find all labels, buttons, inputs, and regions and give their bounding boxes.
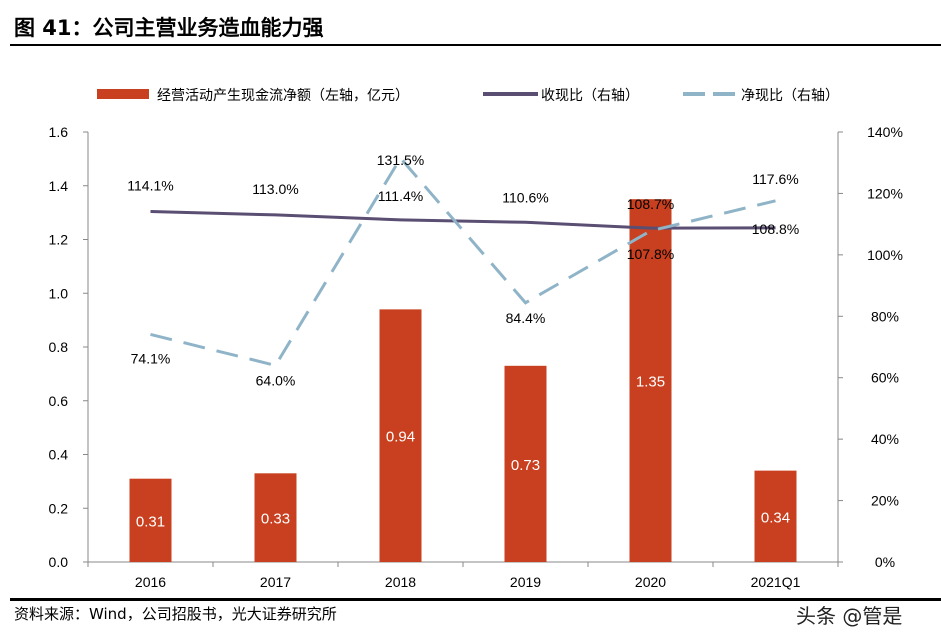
line-value-label: 107.8% [627, 246, 674, 262]
right-tick-label: 60% [871, 370, 899, 386]
line-value-label: 108.8% [752, 221, 799, 237]
bar-value-label: 0.94 [386, 429, 415, 446]
left-tick-label: 0.2 [49, 500, 69, 516]
x-tick-label: 2020 [635, 574, 666, 590]
chart: 0.0 0.2 0.4 0.6 0.8 1.0 1.2 1.4 1.6 0% 20% 40% 60% 80… [49, 87, 903, 590]
left-tick-label: 0.6 [49, 393, 69, 409]
line-value-label: 110.6% [502, 189, 548, 205]
line-value-label: 74.1% [131, 350, 171, 366]
bar-value-label: 0.34 [761, 509, 790, 526]
bar [754, 470, 797, 562]
right-tick-label: 120% [867, 185, 903, 201]
right-tick-label: 140% [867, 124, 903, 140]
right-tick-label: 20% [871, 493, 899, 509]
collection-ratio-line [150, 210, 776, 230]
bar [379, 309, 422, 562]
left-tick-label: 1.6 [49, 124, 69, 140]
line-value-label: 64.0% [256, 372, 296, 388]
figure-title: 图 41：公司主营业务造血能力强 [14, 16, 324, 40]
line-value-label: 114.1% [127, 178, 173, 194]
watermark: 头条 @管是 [796, 604, 903, 628]
source-note: 资料来源：Wind，公司招股书，光大证券研究所 [14, 605, 337, 623]
right-tick-label: 0% [875, 554, 895, 570]
right-tick-label: 100% [867, 247, 903, 263]
line-value-label: 131.5% [377, 152, 424, 168]
left-tick-label: 0.4 [49, 447, 69, 463]
right-tick-label: 40% [871, 431, 899, 447]
source-divider [10, 598, 941, 601]
x-tick-label: 2019 [510, 574, 541, 590]
legend-swatch-bar [97, 89, 149, 99]
x-tick-label: 2018 [385, 574, 416, 590]
bar-value-label: 0.31 [136, 513, 165, 530]
bar [254, 473, 297, 562]
line-value-label: 108.7% [627, 196, 674, 212]
line-value-label: 117.6% [752, 171, 798, 187]
legend-label: 经营活动产生现金流净额（左轴，亿元） [157, 87, 409, 103]
left-tick-label: 0.8 [49, 339, 69, 355]
line-value-label: 111.4% [378, 188, 423, 204]
left-tick-label: 0.0 [49, 554, 69, 570]
left-tick-label: 1.0 [49, 285, 69, 301]
line-value-label: 113.0% [252, 181, 298, 197]
left-tick-label: 1.4 [49, 178, 69, 194]
legend-label: 收现比（右轴） [541, 87, 639, 103]
x-tick-label: 2017 [260, 574, 291, 590]
bar-value-label: 1.35 [636, 374, 665, 391]
bar [504, 365, 547, 562]
legend-label: 净现比（右轴） [741, 87, 839, 103]
net-cash-ratio-line [150, 155, 776, 368]
x-tick-label: 2016 [135, 574, 166, 590]
bar [129, 478, 172, 562]
title-divider [10, 44, 941, 46]
bar-value-label: 0.73 [511, 457, 540, 474]
line-value-label: 84.4% [506, 310, 546, 326]
bar-value-label: 0.33 [261, 511, 290, 528]
bar [629, 199, 672, 562]
left-tick-label: 1.2 [49, 232, 69, 248]
right-tick-label: 80% [871, 308, 899, 324]
x-tick-label: 2021Q1 [751, 574, 801, 590]
